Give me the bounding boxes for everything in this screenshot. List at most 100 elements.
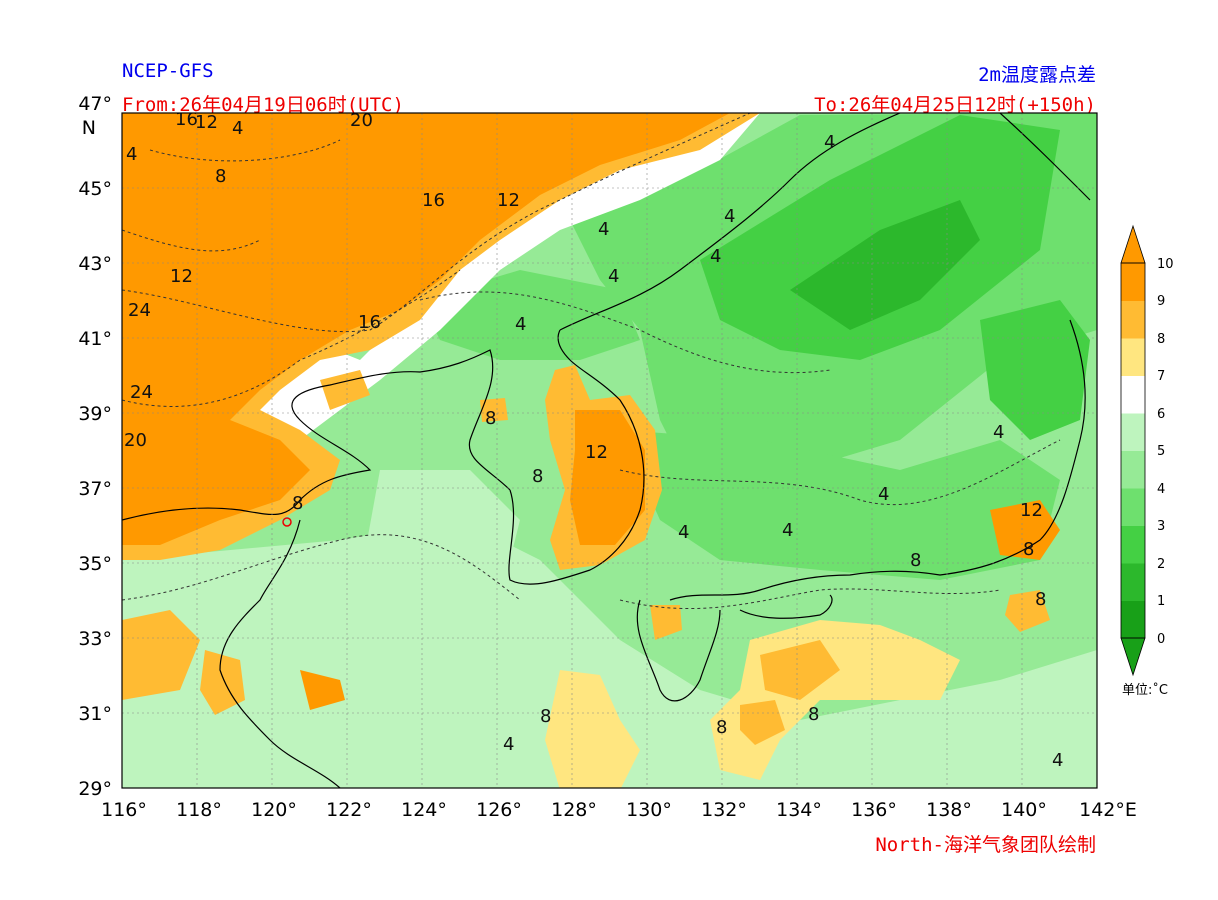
lon-label: 132° xyxy=(701,799,747,821)
contour-label: 8 xyxy=(540,706,551,727)
contour-label: 24 xyxy=(128,300,151,321)
contour-label: 12 xyxy=(585,442,608,463)
field-south-japan-core2 xyxy=(740,700,785,745)
contour-label: 20 xyxy=(350,110,373,131)
contour-lines xyxy=(122,113,1061,610)
colorbar-tick: 5 xyxy=(1157,444,1165,459)
contour-label: 4 xyxy=(232,118,243,139)
map-frame xyxy=(121,112,1098,789)
field-south-japan-core xyxy=(760,640,840,700)
lat-label: 35° xyxy=(78,553,112,575)
contour-label: 8 xyxy=(532,466,543,487)
field-small-patch xyxy=(480,398,508,422)
field-east-sea-darkest xyxy=(790,200,980,330)
colorbar-max-arrow xyxy=(1120,224,1146,264)
field-jiangsu-patch xyxy=(122,610,200,700)
field-yellow-sea-light xyxy=(360,470,520,620)
colorbar-swatch xyxy=(1121,525,1145,564)
contour-label: 8 xyxy=(485,408,496,429)
field-ecs-patch xyxy=(545,670,640,788)
colorbar-tick: 1 xyxy=(1157,594,1165,609)
field-south-light xyxy=(122,520,1097,788)
contour-label: 4 xyxy=(678,522,689,543)
lon-axis: 116° 118° 120° 122° 124° 126° 128° 130° … xyxy=(101,799,1137,821)
field-bohai-patch xyxy=(320,370,370,410)
lon-label: 116° xyxy=(101,799,147,821)
lon-label: 134° xyxy=(776,799,822,821)
contour-label: 4 xyxy=(710,246,721,267)
contour-label: 20 xyxy=(124,430,147,451)
colorbar: 10 9 8 7 6 5 4 3 2 1 0 单位:˚C xyxy=(1120,224,1174,698)
contour-label: 16 xyxy=(175,109,198,130)
lat-label: 47° xyxy=(78,93,112,115)
lat-label: 45° xyxy=(78,178,112,200)
lat-label: 41° xyxy=(78,328,112,350)
contour-label: 8 xyxy=(1035,589,1046,610)
lat-label: 33° xyxy=(78,628,112,650)
contour-label: 4 xyxy=(993,422,1004,443)
contour-label: 16 xyxy=(358,312,381,333)
colorbar-tick: 0 xyxy=(1157,632,1165,647)
lon-label: 140° xyxy=(1001,799,1047,821)
model-name: NCEP-GFS xyxy=(122,60,214,82)
contour-label: 12 xyxy=(170,266,193,287)
contour-label: 4 xyxy=(126,144,137,165)
colorbar-swatch xyxy=(1121,488,1145,526)
lon-label: 138° xyxy=(926,799,972,821)
colorbar-swatch xyxy=(1121,300,1145,339)
contour-label: 4 xyxy=(503,734,514,755)
lon-label: 142°E xyxy=(1079,799,1137,821)
lon-label: 128° xyxy=(551,799,597,821)
field-dry-zone-core xyxy=(122,113,730,545)
lat-label: 39° xyxy=(78,403,112,425)
colorbar-tick: 8 xyxy=(1157,332,1165,347)
contour-label: 8 xyxy=(910,550,921,571)
colorbar-swatch xyxy=(1121,338,1145,376)
colorbar-tick: 2 xyxy=(1157,557,1165,572)
contour-label: 8 xyxy=(808,704,819,725)
contour-label: 8 xyxy=(716,717,727,738)
valid-from: From:26年04月19日06时(UTC) xyxy=(122,94,404,116)
contour-label: 4 xyxy=(724,206,735,227)
contour-label: 8 xyxy=(292,493,303,514)
contour-label: 12 xyxy=(195,112,218,133)
dewpoint-depression-map: 16 12 4 20 8 16 12 4 24 12 4 16 24 20 8 … xyxy=(122,109,1097,788)
valid-to: To:26年04月25日12时(+150h) xyxy=(814,94,1096,116)
colorbar-tick: 6 xyxy=(1157,407,1165,422)
field-tohoku xyxy=(980,300,1090,440)
coastlines xyxy=(122,113,1091,788)
contour-label: 4 xyxy=(782,520,793,541)
field-shanghai-patch xyxy=(300,670,345,710)
colorbar-tick: 10 xyxy=(1157,257,1174,272)
field-izu-dry xyxy=(1005,590,1050,632)
field-japan-sea-south xyxy=(620,430,1060,580)
contour-label: 4 xyxy=(878,484,889,505)
lat-label: 31° xyxy=(78,703,112,725)
colorbar-min-arrow xyxy=(1120,637,1146,677)
lat-label: 43° xyxy=(78,253,112,275)
lat-unit-label: N xyxy=(82,117,96,139)
colorbar-tick: 3 xyxy=(1157,519,1165,534)
contour-label: 12 xyxy=(1020,500,1043,521)
lon-label: 130° xyxy=(626,799,672,821)
colorbar-frame xyxy=(1120,262,1146,639)
contour-label: 12 xyxy=(497,190,520,211)
lon-label: 122° xyxy=(326,799,372,821)
contour-label: 4 xyxy=(515,314,526,335)
contour-label: 4 xyxy=(608,266,619,287)
colorbar-swatch xyxy=(1121,413,1145,451)
colorbar-swatch xyxy=(1121,375,1145,414)
contour-label: 8 xyxy=(215,166,226,187)
contour-label: 4 xyxy=(1052,750,1063,771)
colorbar-tick: 9 xyxy=(1157,294,1165,309)
colorbar-tick: 7 xyxy=(1157,369,1165,384)
field-kanto-dry xyxy=(990,500,1060,560)
location-marker xyxy=(282,517,292,527)
colorbar-unit-label: 单位:˚C xyxy=(1122,682,1168,698)
contour-label: 4 xyxy=(824,132,835,153)
lat-label: 37° xyxy=(78,478,112,500)
colorbar-tick: 4 xyxy=(1157,482,1165,497)
contour-label: 24 xyxy=(130,382,153,403)
lat-label: 29° xyxy=(78,778,112,800)
